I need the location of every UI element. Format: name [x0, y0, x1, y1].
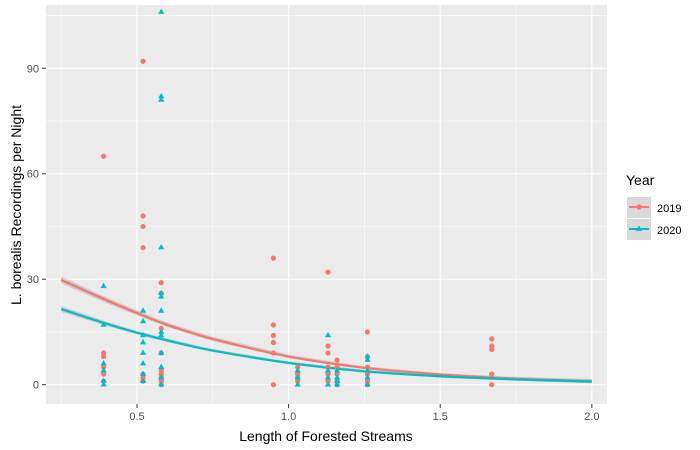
point-2020 — [294, 374, 301, 380]
point-2020 — [364, 356, 371, 362]
point-2020 — [139, 338, 147, 345]
point-2019 — [270, 255, 277, 261]
x-tick-label: 1.5 — [433, 411, 448, 423]
point-2020 — [158, 363, 165, 369]
x-tick-label: 2.0 — [584, 411, 599, 423]
point-2020 — [158, 289, 165, 296]
data-points — [100, 8, 495, 388]
point-2020 — [334, 377, 341, 384]
point-2020 — [100, 282, 107, 289]
point-2020 — [158, 307, 165, 313]
point-2019 — [101, 353, 107, 360]
point-2019 — [270, 332, 277, 339]
legend: Year 2019 2020 — [626, 172, 681, 240]
point-2019 — [325, 269, 331, 275]
point-2020 — [324, 374, 332, 380]
point-2020 — [364, 367, 371, 373]
axes: 0.5 1.0 1.5 2.0 0 30 60 90 — [27, 63, 600, 423]
point-2020 — [139, 370, 147, 376]
point-2020 — [100, 321, 107, 327]
point-2020 — [139, 360, 147, 366]
point-2020 — [100, 381, 107, 387]
point-2019 — [101, 153, 107, 159]
point-2020 — [324, 367, 332, 373]
point-2019 — [270, 322, 277, 328]
point-2020 — [100, 360, 107, 366]
x-axis-title: Length of Forested Streams — [239, 428, 413, 444]
point-2019 — [325, 350, 331, 356]
point-2019 — [364, 329, 371, 335]
point-2020 — [324, 331, 332, 338]
point-2019 — [140, 213, 146, 219]
grid-layer — [46, 5, 607, 404]
point-2019 — [158, 280, 164, 286]
point-2020 — [364, 352, 371, 359]
point-2020 — [139, 349, 147, 355]
point-2019 — [489, 371, 495, 377]
point-2020 — [139, 317, 147, 324]
point-2020 — [158, 374, 165, 380]
point-2019 — [270, 339, 277, 346]
point-2019 — [140, 244, 146, 251]
point-2020 — [158, 328, 165, 334]
point-2020 — [158, 243, 165, 250]
legend-label-2020: 2020 — [657, 225, 681, 237]
trend-line-2020 — [60, 308, 592, 383]
point-2020 — [324, 381, 332, 387]
point-2019 — [270, 382, 277, 388]
point-2019 — [489, 336, 495, 342]
y-axis-title: L. borealis Recordings per Night — [8, 105, 24, 305]
point-2019 — [270, 350, 277, 356]
point-2019 — [489, 382, 495, 388]
y-tick-label: 60 — [27, 169, 39, 181]
trend-lines — [60, 278, 592, 383]
point-2020 — [334, 374, 341, 380]
point-2020 — [158, 331, 165, 338]
point-2020 — [294, 381, 301, 387]
point-2019 — [140, 223, 146, 230]
y-tick-label: 30 — [27, 274, 39, 286]
y-tick-label: 90 — [27, 63, 39, 75]
point-2020 — [158, 293, 165, 299]
point-2020 — [158, 381, 165, 387]
point-2020 — [334, 367, 341, 373]
point-2019 — [334, 357, 340, 363]
legend-label-2019: 2019 — [657, 203, 681, 215]
point-2019 — [489, 346, 495, 353]
legend-key-marker-2019 — [636, 204, 642, 210]
point-2020 — [334, 381, 341, 387]
x-tick-label: 1.0 — [281, 411, 296, 423]
x-tick-label: 0.5 — [129, 411, 144, 423]
legend-keys — [627, 197, 651, 240]
point-2020 — [364, 374, 371, 380]
point-2020 — [139, 331, 147, 338]
point-2020 — [158, 92, 165, 99]
point-2020 — [100, 377, 107, 384]
point-2020 — [294, 367, 301, 373]
point-2020 — [364, 381, 371, 387]
point-2020 — [139, 377, 147, 384]
point-2020 — [158, 349, 165, 355]
legend-key-marker-2020 — [635, 225, 643, 231]
point-2019 — [140, 58, 146, 64]
point-2020 — [158, 8, 165, 14]
point-2019 — [325, 343, 331, 349]
point-2020 — [139, 307, 147, 313]
point-2019 — [101, 371, 107, 377]
legend-title: Year — [626, 172, 655, 188]
point-2020 — [158, 96, 165, 102]
y-tick-label: 0 — [33, 380, 39, 392]
panel-background — [46, 5, 607, 404]
point-2020 — [100, 367, 107, 373]
